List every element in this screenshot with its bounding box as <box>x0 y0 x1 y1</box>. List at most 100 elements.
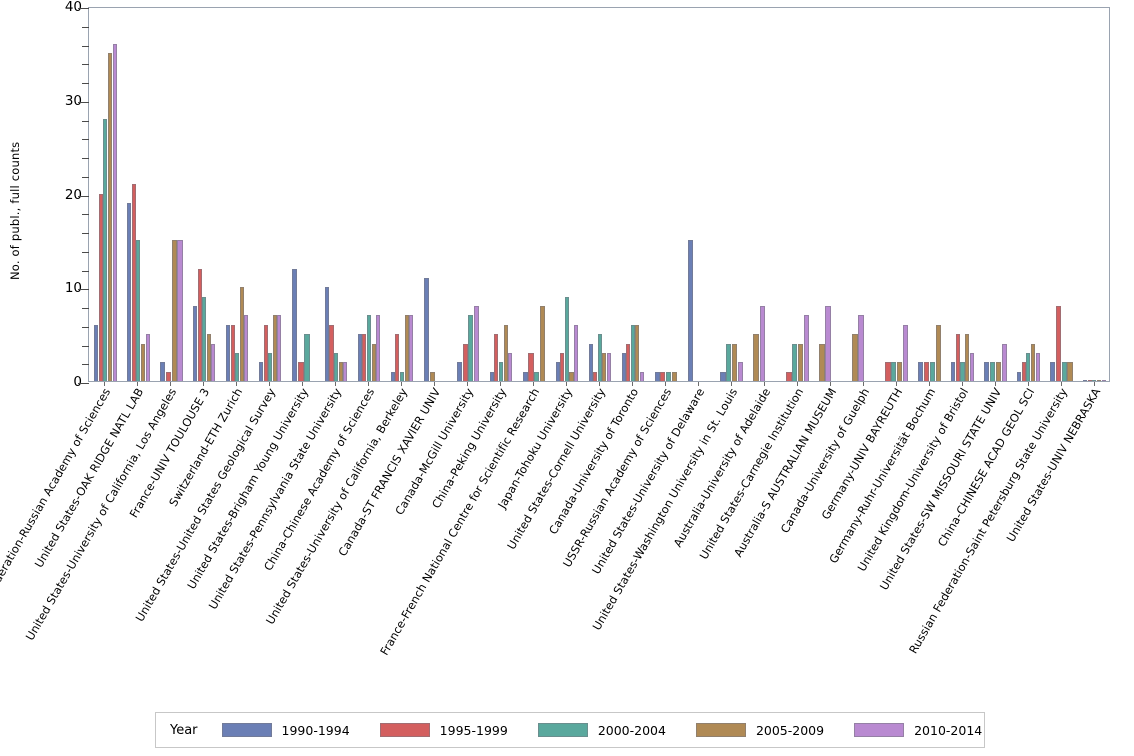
plot-area <box>78 7 1110 384</box>
bar <box>574 324 579 381</box>
x-tick-mark <box>829 382 831 386</box>
legend-item[interactable]: 2005-2009 <box>695 723 824 738</box>
y-tick-label: 10 <box>64 280 82 297</box>
x-tick-mark <box>401 382 403 386</box>
bar <box>103 118 108 381</box>
bar <box>145 334 150 381</box>
bar <box>508 352 513 381</box>
bar <box>367 315 372 381</box>
y-tick-mark <box>82 326 89 328</box>
legend-item[interactable]: 2000-2004 <box>537 722 666 738</box>
bar-group <box>225 8 249 381</box>
x-tick-label: United States-SW MISSOURI STATE UNIV <box>877 386 1004 593</box>
bar <box>395 334 400 381</box>
legend-item[interactable]: 2010-2014 <box>854 723 982 738</box>
x-tick-label: United States-University of California, … <box>23 386 180 643</box>
bar-group <box>357 8 381 381</box>
bar <box>990 362 996 381</box>
bar-group <box>258 8 282 381</box>
x-tick-mark <box>566 382 568 386</box>
legend-label: 1995-1999 <box>439 722 508 738</box>
bar <box>555 362 560 381</box>
bar <box>825 306 831 381</box>
y-tick-mark <box>82 214 89 216</box>
bar <box>272 315 277 381</box>
bar <box>1087 380 1092 381</box>
bar-group <box>621 8 645 381</box>
bar <box>660 371 666 381</box>
legend-label: 2010-2014 <box>914 722 983 738</box>
bar <box>951 362 956 381</box>
x-tick-mark <box>533 382 535 386</box>
bar <box>1031 343 1036 381</box>
legend-swatch <box>379 723 430 737</box>
bar <box>534 371 540 381</box>
bar <box>626 343 631 381</box>
bar-group <box>423 8 447 381</box>
bar <box>819 343 825 381</box>
bar-group <box>324 8 348 381</box>
x-tick-mark <box>467 382 469 386</box>
x-tick-mark <box>368 382 370 386</box>
bar-group <box>94 8 117 381</box>
bar-group <box>489 8 513 381</box>
bar <box>362 334 367 381</box>
bar-group <box>786 8 809 381</box>
bar-groups <box>89 8 1109 381</box>
bar-group <box>687 8 711 381</box>
bar <box>177 240 183 381</box>
bar <box>918 362 924 381</box>
bar-group <box>1050 8 1073 381</box>
bar <box>522 371 528 381</box>
y-tick-label: 20 <box>64 186 82 203</box>
bar <box>291 268 298 381</box>
x-tick-label: Russian Federation-Saint Petersburg Stat… <box>906 386 1070 656</box>
x-tick-mark <box>961 382 963 386</box>
bar-group <box>819 8 842 381</box>
bar-group <box>160 8 183 381</box>
y-tick-mark <box>82 345 89 347</box>
y-tick-mark <box>82 26 89 28</box>
bar-group <box>918 8 941 381</box>
x-tick-mark <box>928 382 930 386</box>
bar <box>896 362 903 381</box>
bar <box>654 371 660 381</box>
bar <box>498 362 503 381</box>
legend-title: Year <box>170 722 198 738</box>
y-tick-label: 30 <box>64 92 82 109</box>
bar <box>792 343 798 381</box>
bar <box>131 184 136 381</box>
bar <box>924 362 930 381</box>
bar <box>528 352 534 381</box>
y-tick-mark <box>78 8 89 9</box>
legend-swatch <box>537 723 588 737</box>
legend-label: 2000-2004 <box>597 722 666 738</box>
bar <box>960 362 965 381</box>
bar <box>140 343 145 381</box>
bar <box>588 343 593 381</box>
y-tick-mark <box>82 233 89 234</box>
bar <box>1055 306 1062 381</box>
bar-group <box>1017 8 1040 381</box>
legend-item[interactable]: 1995-1999 <box>379 722 508 738</box>
bar <box>852 334 858 381</box>
y-tick-mark <box>82 139 89 141</box>
legend-swatch <box>695 723 746 737</box>
x-tick-mark <box>796 382 798 386</box>
bar <box>160 362 166 381</box>
y-tick-mark <box>78 195 89 197</box>
bar <box>630 324 635 381</box>
legend-item[interactable]: 1990-1994 <box>221 723 350 738</box>
x-tick-mark <box>994 382 996 386</box>
bar <box>304 334 310 381</box>
bar <box>687 240 694 381</box>
y-tick-mark <box>82 251 89 253</box>
bar-group <box>852 8 875 381</box>
bar <box>995 362 1001 381</box>
bar <box>1035 352 1040 381</box>
y-tick-mark <box>82 64 89 66</box>
bar <box>635 324 640 381</box>
bar <box>107 52 112 381</box>
bar <box>193 306 198 381</box>
bar <box>564 296 569 381</box>
